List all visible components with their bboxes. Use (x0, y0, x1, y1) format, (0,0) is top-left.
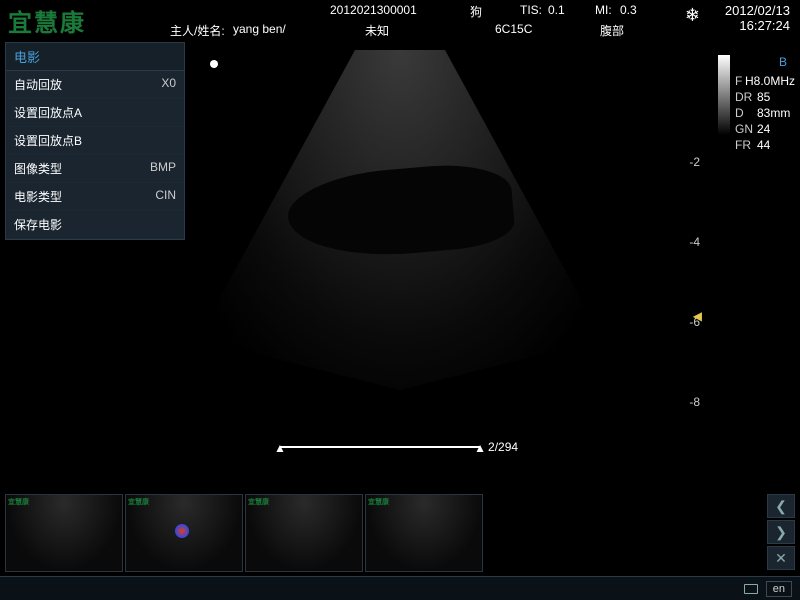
frame-arrow-left-icon: ▲ (274, 441, 286, 455)
brand-logo: 宜慧康 (8, 3, 86, 38)
menu-item-image-type[interactable]: 图像类型 BMP (6, 155, 184, 183)
menu-item-auto-replay[interactable]: 自动回放 X0 (6, 71, 184, 99)
param-row: D83mm (735, 105, 795, 121)
menu-item-label: 设置回放点A (14, 104, 82, 121)
thumb-logo: 宜慧康 (128, 497, 149, 507)
date-time: 2012/02/13 16:27:24 (725, 3, 790, 33)
param-row: DR85 (735, 89, 795, 105)
menu-item-label: 图像类型 (14, 160, 62, 177)
depth-tick: -2 (689, 155, 700, 169)
thumbnail[interactable]: 宜慧康 (5, 494, 123, 572)
param-row: FR44 (735, 137, 795, 153)
status: 未知 (365, 22, 389, 39)
menu-item-cine-type[interactable]: 电影类型 CIN (6, 183, 184, 211)
menu-item-value: BMP (150, 160, 176, 177)
param-value: 44 (757, 138, 770, 152)
anechoic-region (284, 159, 516, 263)
menu-item-label: 保存电影 (14, 216, 62, 233)
frame-indicator: ▲ ▲ 2 / 294 (280, 440, 518, 454)
mode-label: B (735, 55, 795, 69)
lang-text: en (773, 583, 785, 595)
depth-scale: -2-4-6-8 (670, 55, 700, 395)
frame-total: 294 (498, 440, 518, 454)
owner-label: 主人/姓名: (170, 22, 225, 39)
imaging-params: B FH8.0MHzDR85D83mmGN24FR44 (735, 55, 795, 153)
menu-title: 电影 (6, 43, 184, 71)
menu-item-label: 电影类型 (14, 188, 62, 205)
thumbnail[interactable]: 宜慧康 (125, 494, 243, 572)
menu-item-value: X0 (161, 76, 176, 93)
thumb-delete-button[interactable]: ✕ (767, 546, 795, 570)
thumb-logo: 宜慧康 (248, 497, 269, 507)
status-bar: en (0, 576, 800, 600)
param-label: DR (735, 90, 757, 104)
mi-label: MI: (595, 3, 612, 17)
param-value: 24 (757, 122, 770, 136)
language-indicator[interactable]: en (766, 581, 792, 597)
thumbnail[interactable]: 宜慧康 (365, 494, 483, 572)
ultrasound-scan[interactable] (175, 50, 675, 450)
chevron-right-icon: ❯ (775, 524, 787, 541)
param-value: 85 (757, 90, 770, 104)
param-value: H8.0MHz (745, 74, 795, 88)
menu-item-save-cine[interactable]: 保存电影 (6, 211, 184, 239)
param-label: GN (735, 122, 757, 136)
keyboard-icon[interactable] (744, 584, 758, 594)
menu-item-set-point-a[interactable]: 设置回放点A (6, 99, 184, 127)
tis-label: TIS: (520, 3, 542, 17)
scan-fan (175, 50, 625, 390)
thumb-logo: 宜慧康 (368, 497, 389, 507)
mi-value: 0.3 (620, 3, 637, 17)
focus-marker[interactable]: ◀ (693, 309, 702, 323)
thumb-next-button[interactable]: ❯ (767, 520, 795, 544)
menu-item-label: 自动回放 (14, 76, 62, 93)
thumb-prev-button[interactable]: ❮ (767, 494, 795, 518)
region: 腹部 (600, 22, 624, 39)
thumb-logo: 宜慧康 (8, 497, 29, 507)
owner-name: yang ben/ (233, 22, 286, 36)
time: 16:27:24 (725, 18, 790, 33)
menu-item-set-point-b[interactable]: 设置回放点B (6, 127, 184, 155)
param-label: FR (735, 138, 757, 152)
thumbnail[interactable]: 宜慧康 (245, 494, 363, 572)
thumbnail-strip: 宜慧康 宜慧康 宜慧康 宜慧康 (5, 494, 483, 572)
param-label: F (735, 74, 745, 88)
color-doppler-icon (175, 524, 189, 538)
param-row: GN24 (735, 121, 795, 137)
menu-item-value: CIN (155, 188, 176, 205)
grayscale-bar (718, 55, 730, 135)
probe: 6C15C (495, 22, 532, 36)
frame-arrow-right-icon: ▲ (474, 441, 486, 455)
date: 2012/02/13 (725, 3, 790, 18)
cine-menu: 电影 自动回放 X0 设置回放点A 设置回放点B 图像类型 BMP 电影类型 C… (5, 42, 185, 240)
param-value: 83mm (757, 106, 790, 120)
freeze-icon: ❄ (685, 5, 700, 26)
species: 狗 (470, 3, 482, 20)
frame-current: 2 (488, 440, 495, 454)
patient-id: 2012021300001 (330, 3, 417, 17)
chevron-left-icon: ❮ (775, 498, 787, 515)
frame-progress-bar[interactable]: ▲ ▲ (280, 446, 480, 448)
menu-item-label: 设置回放点B (14, 132, 82, 149)
depth-tick: -4 (689, 235, 700, 249)
tis-value: 0.1 (548, 3, 565, 17)
depth-tick: -8 (689, 395, 700, 409)
thumbnail-nav: ❮ ❯ ✕ (767, 494, 795, 570)
close-icon: ✕ (775, 550, 787, 567)
param-row: FH8.0MHz (735, 73, 795, 89)
param-label: D (735, 106, 757, 120)
